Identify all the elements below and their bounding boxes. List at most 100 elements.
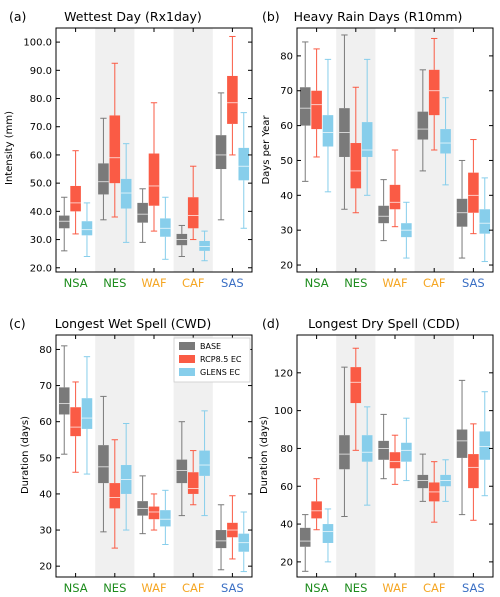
box-base: [215, 135, 227, 170]
panel-d-xticks: NSA NES WAF CAF SAS: [305, 581, 485, 595]
box-rcp8-5-ec: [311, 501, 322, 519]
panel-d-title: Longest Dry Spell (CDD): [308, 316, 460, 331]
box-glens-ec: [160, 218, 171, 237]
ytick-label: 120: [274, 368, 293, 379]
category-shade: [414, 335, 454, 577]
box-rcp8-5-ec: [148, 153, 160, 206]
box-base: [299, 87, 311, 126]
xtick-label: NSA: [305, 581, 329, 595]
box-base: [98, 163, 109, 195]
ytick-label: 30: [39, 526, 52, 537]
ytick-label: 60: [280, 482, 293, 493]
xtick-label: CAF: [182, 276, 205, 290]
box-glens-ec: [401, 442, 412, 462]
xtick-label: CAF: [423, 581, 446, 595]
box-rcp8-5-ec: [70, 407, 81, 437]
panel-a-xticks: NSA NES WAF CAF SAS: [64, 276, 244, 290]
box-base: [299, 527, 311, 547]
ytick-label: 30: [280, 226, 293, 237]
ytick-label: 20.0: [30, 263, 52, 274]
xtick-label: CAF: [423, 276, 446, 290]
panel-b-ylabel: Days per Year: [261, 115, 272, 185]
ytick-label: 80: [280, 51, 293, 62]
xtick-label: NES: [103, 276, 126, 290]
panel-d: (d) Longest Dry Spell (CDD) Duration (da…: [259, 316, 494, 595]
box-base: [98, 445, 109, 484]
box-rcp8-5-ec: [428, 69, 440, 116]
xtick-label: SAS: [221, 581, 244, 595]
box-rcp8-5-ec: [109, 483, 121, 509]
panel-c-yticks: 20 30 40 50 60 70 80: [39, 345, 52, 573]
xtick-label: NSA: [305, 276, 329, 290]
panel-b-plot: [296, 27, 494, 273]
panel-a-title: Wettest Day (Rx1day): [64, 9, 202, 24]
box-rcp8-5-ec: [187, 472, 199, 494]
panel-b-yticks: 20 30 40 50 60 70 80: [280, 51, 293, 271]
box-base: [176, 459, 188, 484]
box-glens-ec: [160, 510, 171, 527]
legend-swatch-rcp85: [179, 355, 195, 363]
panel-b-xticks: NSA NES WAF CAF SAS: [305, 276, 485, 290]
box-glens-ec: [440, 129, 451, 154]
ytick-label: 80: [280, 444, 293, 455]
ytick-label: 70.0: [30, 122, 52, 133]
legend: BASE RCP8.5 EC GLENS EC: [173, 337, 251, 383]
box-glens-ec: [322, 524, 334, 543]
ytick-label: 50: [280, 156, 293, 167]
box-glens-ec: [322, 115, 334, 147]
box-base: [417, 111, 429, 140]
ytick-label: 100: [274, 406, 293, 417]
box-glens-ec: [81, 398, 93, 429]
xtick-label: WAF: [141, 276, 166, 290]
ytick-label: 20: [280, 557, 293, 568]
ytick-label: 70: [39, 381, 52, 392]
panel-c-label: (c): [9, 316, 26, 331]
panel-d-yticks: 20 40 60 80 100 120: [274, 368, 293, 568]
box-base: [378, 205, 389, 224]
legend-label: GLENS EC: [200, 368, 240, 377]
panel-a-label: (a): [9, 9, 26, 24]
panel-b-title: Heavy Rain Days (R10mm): [294, 9, 463, 24]
box-glens-ec: [238, 147, 250, 181]
panel-d-label: (d): [262, 316, 280, 331]
box-rcp8-5-ec: [311, 90, 322, 130]
xtick-label: CAF: [182, 581, 205, 595]
xtick-label: NES: [344, 276, 367, 290]
ytick-label: 80.0: [30, 94, 52, 105]
box-glens-ec: [199, 450, 210, 476]
ytick-label: 60.0: [30, 150, 52, 161]
ytick-label: 70: [280, 86, 293, 97]
box-base: [215, 530, 227, 549]
box-rcp8-5-ec: [468, 172, 479, 213]
panel-d-ylabel: Duration (days): [259, 416, 270, 494]
panel-d-plot: [296, 334, 494, 578]
ytick-label: 50: [39, 453, 52, 464]
ytick-label: 90.0: [30, 66, 52, 77]
ytick-label: 60: [39, 417, 52, 428]
box-base: [58, 215, 70, 229]
box-glens-ec: [361, 122, 373, 157]
legend-swatch-glens: [179, 368, 195, 376]
box-base: [339, 435, 350, 470]
box-base: [58, 387, 70, 415]
ytick-label: 60: [280, 121, 293, 132]
ytick-label: 20: [280, 261, 293, 272]
xtick-label: NES: [103, 581, 126, 595]
panel-c: (c) Longest Wet Spell (CWD) Duration (da…: [9, 316, 253, 595]
box-glens-ec: [479, 431, 491, 460]
ytick-label: 40.0: [30, 207, 52, 218]
xtick-label: SAS: [221, 276, 244, 290]
ytick-label: 80: [39, 345, 52, 356]
box-rcp8-5-ec: [350, 367, 362, 404]
xtick-label: SAS: [462, 581, 485, 595]
box-base: [417, 474, 429, 489]
legend-label: BASE: [200, 342, 221, 351]
panel-c-xticks: NSA NES WAF CAF SAS: [64, 581, 244, 595]
box-glens-ec: [361, 435, 373, 462]
panel-c-ylabel: Duration (days): [20, 416, 31, 494]
xtick-label: WAF: [141, 581, 166, 595]
box-glens-ec: [199, 240, 210, 251]
panel-b-label: (b): [262, 9, 280, 24]
xtick-label: SAS: [462, 276, 485, 290]
